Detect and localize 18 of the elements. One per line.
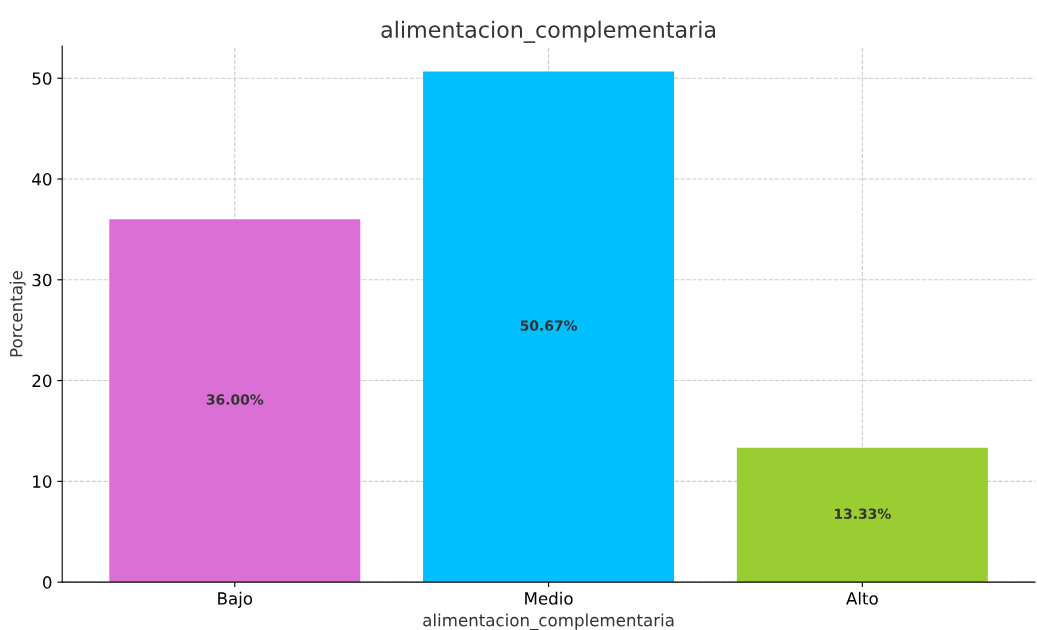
x-tick-label: Bajo — [218, 591, 253, 608]
bar — [736, 447, 988, 583]
x-axis-title: alimentacion_complementaria — [423, 613, 674, 630]
y-axis-title: Porcentaje — [9, 271, 26, 357]
y-tick-label: 50 — [32, 72, 52, 85]
y-tick-label: 40 — [32, 172, 52, 186]
bar — [423, 71, 675, 583]
y-tick-label: 20 — [32, 374, 52, 388]
bar — [109, 219, 361, 583]
y-tick-label: 30 — [32, 273, 52, 287]
chart-title: alimentacion_complementaria — [381, 20, 716, 43]
y-tick-label: 10 — [33, 475, 52, 488]
x-tick-label: Medio — [525, 591, 573, 605]
data-label: 13.33% — [834, 508, 891, 519]
y-tick-label: 0 — [42, 576, 52, 589]
x-tick-label: Alto — [846, 591, 878, 605]
data-label: 50.67% — [520, 320, 578, 331]
data-label: 36.00% — [206, 394, 264, 405]
